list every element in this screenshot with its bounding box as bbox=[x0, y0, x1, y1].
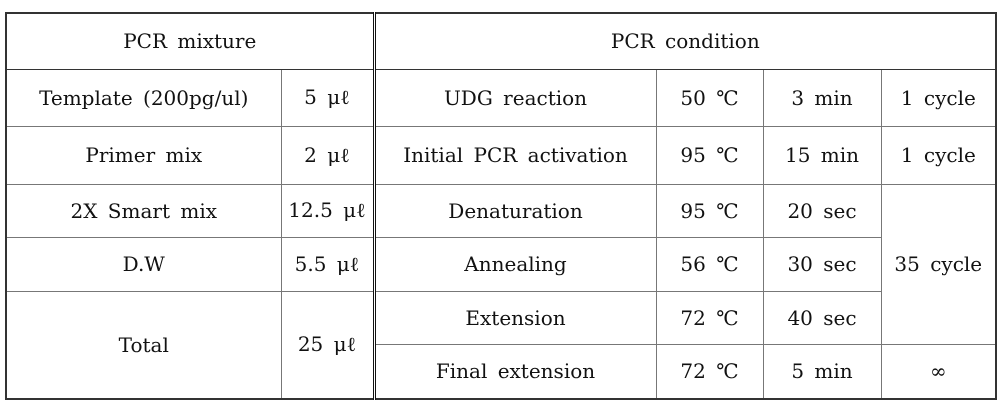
cell: Template (200pg/ul) bbox=[5, 68, 282, 127]
cell: 20 sec bbox=[762, 183, 882, 238]
cell: D.W bbox=[5, 236, 282, 292]
cell: 1 cycle bbox=[880, 125, 997, 185]
cell: ∞ bbox=[880, 343, 997, 400]
header: PCR condition bbox=[372, 12, 997, 70]
cell: 56 ℃ bbox=[655, 236, 764, 292]
cell: 50 ℃ bbox=[655, 68, 764, 127]
cell: 5.5 μℓ bbox=[280, 236, 375, 292]
cell: Total bbox=[5, 290, 282, 400]
cell: 2 μℓ bbox=[280, 125, 375, 185]
cell: 25 μℓ bbox=[280, 290, 375, 400]
cell: 95 ℃ bbox=[655, 183, 764, 238]
cell: 72 ℃ bbox=[655, 343, 764, 400]
cell: 3 min bbox=[762, 68, 882, 127]
cell: 15 min bbox=[762, 125, 882, 185]
cell: 30 sec bbox=[762, 236, 882, 292]
cell: 5 μℓ bbox=[280, 68, 375, 127]
cell: 1 cycle bbox=[880, 68, 997, 127]
pcr-table: PCR mixture PCR condition Template (200p… bbox=[5, 12, 998, 400]
cell: Annealing bbox=[372, 236, 657, 292]
cell: UDG reaction bbox=[372, 68, 657, 127]
cell: Final extension bbox=[372, 343, 657, 400]
cell: Primer mix bbox=[5, 125, 282, 185]
cell: 95 ℃ bbox=[655, 125, 764, 185]
cell: 2X Smart mix bbox=[5, 183, 282, 238]
cell: 12.5 μℓ bbox=[280, 183, 375, 238]
cell: Denaturation bbox=[372, 183, 657, 238]
header: PCR mixture bbox=[5, 12, 375, 70]
cell: 40 sec bbox=[762, 290, 882, 345]
cell: Initial PCR activation bbox=[372, 125, 657, 185]
cell: 35 cycle bbox=[880, 183, 997, 345]
cell: Extension bbox=[372, 290, 657, 345]
cell: 72 ℃ bbox=[655, 290, 764, 345]
cell: 5 min bbox=[762, 343, 882, 400]
